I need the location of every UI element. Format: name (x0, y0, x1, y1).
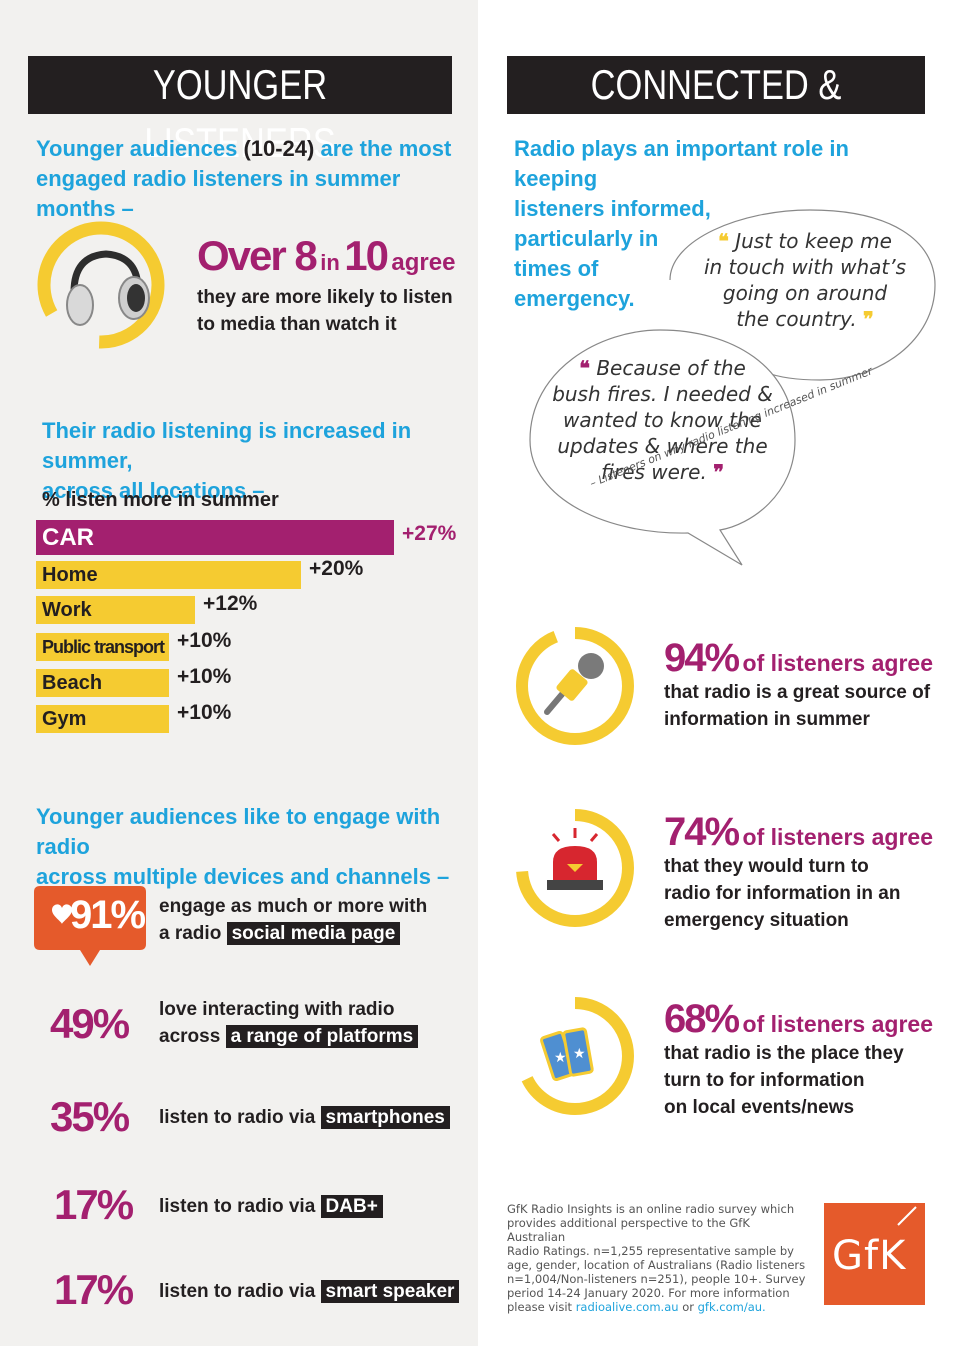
stat-17-speaker-pct: 17% (54, 1266, 134, 1313)
gfk-logo-text: GfK (832, 1233, 907, 1279)
quote-bushfires: ❝ Because of the bush fires. I needed & … (552, 356, 773, 484)
svg-text:★: ★ (573, 1046, 586, 1062)
devices-heading: Younger audiences like to engage with ra… (36, 804, 450, 889)
stat-17-dab-pct: 17% (54, 1181, 134, 1228)
agree-74-desc: that they would turn to radio for inform… (664, 856, 901, 931)
siren-icon (547, 828, 603, 890)
stat-91-desc: engage as much or more with a radio soci… (159, 896, 428, 945)
younger-listeners-banner: YOUNGER LISTENERS (28, 56, 452, 166)
stat-35-desc: listen to radio via smartphones (159, 1104, 450, 1131)
bar-gym: Gym (36, 705, 169, 733)
bar-value-label: +27% (402, 522, 457, 545)
bar-beach: Beach (36, 669, 169, 697)
dab-highlight: DAB+ (320, 1195, 383, 1218)
speech-bubbles (529, 209, 936, 566)
agree-94-desc: that radio is a great source of informat… (664, 682, 931, 730)
stat-49-desc: love interacting with radio across a ran… (159, 996, 419, 1050)
stat-49-pct: 49% (50, 1000, 130, 1047)
headphones-icon (66, 250, 150, 326)
stat-17-dab-desc: listen to radio via DAB+ (159, 1193, 383, 1220)
agree-68: 68% of listeners agree (664, 997, 933, 1041)
bar-value-label: +10% (177, 629, 232, 652)
connected-informed-banner: CONNECTED & INFORMED (507, 56, 925, 166)
survey-footnote: GfK Radio Insights is an online radio su… (507, 1202, 806, 1314)
bar-work: Work (36, 596, 195, 624)
microphone-ring (516, 627, 634, 745)
quote-country: ❝ Just to keep me in touch with what’s g… (703, 229, 907, 331)
siren-ring (516, 809, 634, 927)
stat-35-pct: 35% (50, 1093, 130, 1140)
microphone-icon (544, 653, 604, 715)
bar-value-label: +10% (177, 665, 232, 688)
social-heart-badge (34, 886, 146, 966)
bar-public-transport: Public transport (36, 633, 169, 661)
chart-subtitle: % listen more in summer (42, 489, 279, 511)
headphones-ring (37, 221, 165, 349)
bar-home: Home (36, 561, 301, 589)
agree-68-desc: that radio is the place they turn to for… (664, 1043, 904, 1118)
chart-heading: Their radio listening is increased in su… (42, 418, 412, 503)
stat-91-pct: 91% (70, 893, 146, 937)
right-intro: Radio plays an important role in keeping… (514, 136, 849, 311)
bar-value-label: +20% (309, 557, 364, 580)
smartphones-highlight: smartphones (320, 1106, 450, 1129)
gfk-link[interactable]: gfk.com/au. (697, 1300, 766, 1314)
bar-value-label: +12% (203, 592, 258, 615)
radioalive-link[interactable]: radioalive.com.au (575, 1300, 679, 1314)
agree-94: 94% of listeners agree (664, 636, 933, 680)
heart-icon (52, 904, 72, 924)
gfk-logo: GfK (824, 1203, 925, 1305)
left-intro: Younger audiences (10-24) are the most e… (36, 136, 452, 221)
headline-description: they are more likely to listen to media … (197, 287, 453, 335)
smart-speaker-highlight: smart speaker (320, 1280, 460, 1303)
social-media-highlight: social media page (226, 922, 401, 945)
bar-value-label: +10% (177, 701, 232, 724)
stat-17-speaker-desc: listen to radio via smart speaker (159, 1278, 460, 1305)
agree-74: 74% of listeners agree (664, 810, 933, 854)
over-8-in-10-headline: Over 8 in 10 agree (197, 232, 456, 279)
svg-text:★: ★ (554, 1050, 567, 1066)
tickets-icon: ★ ★ (540, 1027, 594, 1082)
bar-car: CAR (36, 520, 394, 555)
tickets-ring: ★ ★ (516, 997, 634, 1115)
platforms-highlight: a range of platforms (225, 1025, 419, 1048)
